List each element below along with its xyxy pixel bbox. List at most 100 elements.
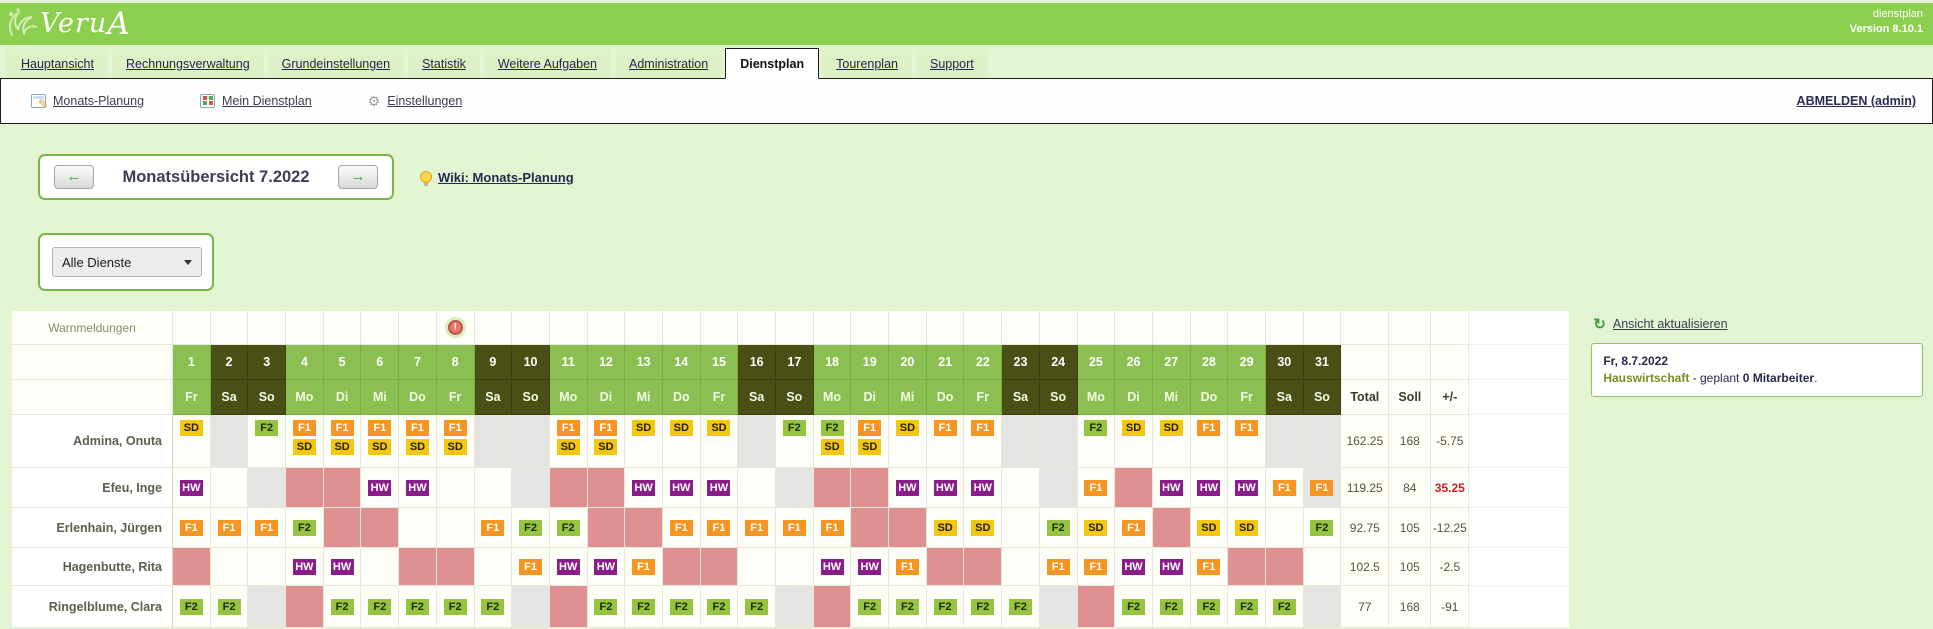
- shift-cell-day-19[interactable]: F1 SD: [851, 415, 890, 468]
- shift-cell-day-8[interactable]: F1 SD: [436, 415, 475, 468]
- employee-name[interactable]: Admina, Onuta: [12, 415, 173, 468]
- shift-cell-day-30[interactable]: [1265, 548, 1304, 586]
- shift-cell-day-5[interactable]: [323, 508, 362, 548]
- shift-cell-day-27[interactable]: HW: [1152, 548, 1191, 586]
- shift-cell-day-9[interactable]: F1: [474, 508, 513, 548]
- shift-cell-day-19[interactable]: F2: [851, 586, 890, 628]
- tab-administration[interactable]: Administration: [614, 48, 724, 78]
- shift-cell-day-14[interactable]: HW: [662, 468, 701, 508]
- shift-cell-day-9[interactable]: [474, 468, 513, 508]
- shift-cell-day-7[interactable]: HW: [399, 468, 437, 508]
- shift-cell-day-5[interactable]: [323, 468, 362, 508]
- shift-cell-day-3[interactable]: F1: [248, 508, 287, 548]
- shift-cell-day-2[interactable]: [210, 548, 249, 586]
- toolbar-item-monats-planung[interactable]: Monats-Planung: [31, 94, 144, 111]
- warning-icon[interactable]: !: [447, 320, 463, 335]
- shift-cell-day-7[interactable]: F1 SD: [399, 415, 437, 468]
- shift-cell-day-17[interactable]: [776, 468, 814, 508]
- shift-cell-day-12[interactable]: HW: [587, 548, 626, 586]
- shift-cell-day-24[interactable]: F2: [1039, 508, 1078, 548]
- shift-cell-day-13[interactable]: SD: [625, 415, 663, 468]
- shift-cell-day-23[interactable]: [1002, 415, 1040, 468]
- shift-cell-day-5[interactable]: F1 SD: [323, 415, 362, 468]
- shift-cell-day-6[interactable]: [361, 548, 400, 586]
- shift-cell-day-17[interactable]: F1: [776, 508, 814, 548]
- shift-cell-day-14[interactable]: [662, 548, 701, 586]
- shift-cell-day-13[interactable]: [625, 508, 663, 548]
- shift-cell-day-9[interactable]: F2: [474, 586, 513, 628]
- shift-cell-day-26[interactable]: SD: [1115, 415, 1153, 468]
- shift-cell-day-27[interactable]: HW: [1152, 468, 1191, 508]
- shift-cell-day-25[interactable]: [1077, 586, 1116, 628]
- shift-cell-day-7[interactable]: [399, 548, 437, 586]
- shift-cell-day-25[interactable]: SD: [1077, 508, 1116, 548]
- shift-cell-day-11[interactable]: [549, 586, 588, 628]
- shift-cell-day-8[interactable]: F2: [436, 586, 475, 628]
- service-filter-select[interactable]: Alle Dienste: [52, 247, 202, 277]
- shift-cell-day-9[interactable]: [474, 415, 513, 468]
- shift-cell-day-10[interactable]: [512, 468, 550, 508]
- shift-cell-day-12[interactable]: [587, 468, 626, 508]
- shift-cell-day-18[interactable]: HW: [813, 548, 852, 586]
- shift-cell-day-24[interactable]: [1039, 586, 1078, 628]
- shift-cell-day-6[interactable]: F2: [361, 586, 400, 628]
- shift-cell-day-30[interactable]: [1265, 508, 1304, 548]
- shift-cell-day-19[interactable]: [851, 468, 890, 508]
- shift-cell-day-21[interactable]: SD: [926, 508, 965, 548]
- shift-cell-day-5[interactable]: F2: [323, 586, 362, 628]
- shift-cell-day-28[interactable]: F1: [1190, 548, 1229, 586]
- shift-cell-day-31[interactable]: F2: [1303, 508, 1342, 548]
- shift-cell-day-18[interactable]: [813, 586, 852, 628]
- shift-cell-day-14[interactable]: F2: [662, 586, 701, 628]
- shift-cell-day-27[interactable]: F2: [1152, 586, 1191, 628]
- shift-cell-day-4[interactable]: [286, 586, 324, 628]
- shift-cell-day-22[interactable]: F1: [964, 415, 1003, 468]
- shift-cell-day-11[interactable]: F1 SD: [549, 415, 588, 468]
- shift-cell-day-19[interactable]: [851, 508, 890, 548]
- shift-cell-day-28[interactable]: HW: [1190, 468, 1229, 508]
- shift-cell-day-29[interactable]: [1228, 548, 1266, 586]
- tab-grundeinstellungen[interactable]: Grundeinstellungen: [266, 48, 406, 78]
- shift-cell-day-23[interactable]: [1002, 548, 1040, 586]
- shift-cell-day-15[interactable]: SD: [700, 415, 739, 468]
- shift-cell-day-29[interactable]: HW: [1228, 468, 1266, 508]
- shift-cell-day-14[interactable]: F1: [662, 508, 701, 548]
- tab-dienstplan[interactable]: Dienstplan: [725, 48, 820, 79]
- tab-tourenplan[interactable]: Tourenplan: [821, 48, 913, 78]
- shift-cell-day-19[interactable]: HW: [851, 548, 890, 586]
- shift-cell-day-15[interactable]: HW: [700, 468, 739, 508]
- shift-cell-day-30[interactable]: F2: [1265, 586, 1304, 628]
- shift-cell-day-20[interactable]: F1: [889, 548, 927, 586]
- shift-cell-day-10[interactable]: [512, 586, 550, 628]
- shift-cell-day-22[interactable]: HW: [964, 468, 1003, 508]
- shift-cell-day-3[interactable]: F2: [248, 415, 287, 468]
- shift-cell-day-14[interactable]: SD: [662, 415, 701, 468]
- shift-cell-day-6[interactable]: [361, 508, 400, 548]
- shift-cell-day-27[interactable]: [1152, 508, 1191, 548]
- shift-cell-day-23[interactable]: [1002, 468, 1040, 508]
- shift-cell-day-13[interactable]: F2: [625, 586, 663, 628]
- shift-cell-day-15[interactable]: F1: [700, 508, 739, 548]
- shift-cell-day-10[interactable]: F1: [512, 548, 550, 586]
- shift-cell-day-2[interactable]: [210, 415, 249, 468]
- shift-cell-day-23[interactable]: [1002, 508, 1040, 548]
- shift-cell-day-17[interactable]: [776, 586, 814, 628]
- shift-cell-day-1[interactable]: SD: [173, 415, 211, 468]
- shift-cell-day-24[interactable]: [1039, 468, 1078, 508]
- shift-cell-day-28[interactable]: F1: [1190, 415, 1229, 468]
- shift-cell-day-20[interactable]: SD: [889, 415, 927, 468]
- next-month-button[interactable]: →: [337, 165, 378, 189]
- refresh-view-link[interactable]: ↻ Ansicht aktualisieren: [1593, 315, 1923, 333]
- shift-cell-day-26[interactable]: F1: [1115, 508, 1153, 548]
- shift-cell-day-20[interactable]: HW: [889, 468, 927, 508]
- shift-cell-day-12[interactable]: [587, 508, 626, 548]
- shift-cell-day-18[interactable]: F1: [813, 508, 852, 548]
- shift-cell-day-11[interactable]: F2: [549, 508, 588, 548]
- shift-cell-day-8[interactable]: [436, 548, 475, 586]
- shift-cell-day-10[interactable]: F2: [512, 508, 550, 548]
- shift-cell-day-17[interactable]: [776, 548, 814, 586]
- shift-cell-day-21[interactable]: F2: [926, 586, 965, 628]
- shift-cell-day-13[interactable]: HW: [625, 468, 663, 508]
- shift-cell-day-3[interactable]: [248, 548, 287, 586]
- logout-link[interactable]: ABMELDEN (admin): [1796, 94, 1916, 108]
